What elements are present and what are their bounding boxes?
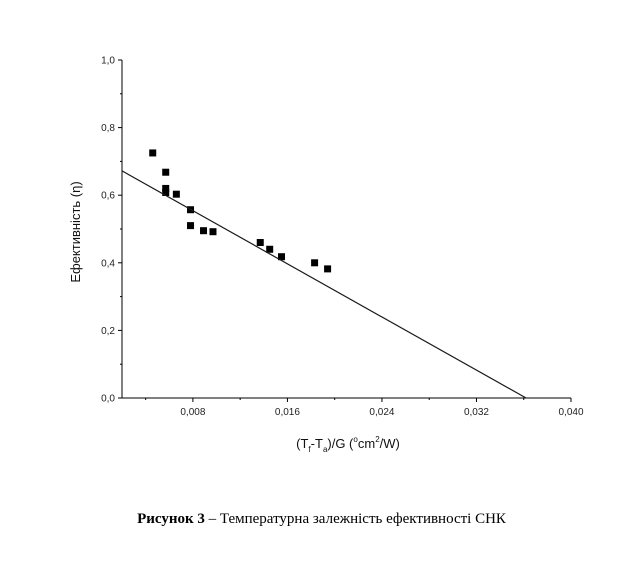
x-tick-label: 0,040 bbox=[558, 407, 583, 418]
data-point bbox=[149, 149, 157, 157]
x-axis-title-part: f bbox=[308, 445, 311, 454]
y-tick-label: 0,0 bbox=[101, 394, 115, 405]
x-tick-label: 0,008 bbox=[180, 407, 205, 418]
x-tick-label: 0,016 bbox=[275, 407, 300, 418]
data-marks bbox=[121, 149, 527, 399]
x-axis: 0,008 0,016 0,024 0,032 0,040 bbox=[145, 398, 584, 418]
data-point bbox=[162, 168, 170, 176]
data-point bbox=[162, 184, 170, 192]
y-tick-label: 0,8 bbox=[101, 123, 115, 134]
y-tick-label: 0,2 bbox=[101, 326, 115, 337]
x-axis-title-part: a bbox=[323, 445, 328, 454]
x-axis-title-part: )/G ( bbox=[327, 436, 354, 451]
x-axis-title-part: cm bbox=[358, 436, 375, 451]
x-axis-title-part: o bbox=[353, 435, 358, 444]
data-point bbox=[324, 265, 332, 273]
data-point bbox=[311, 259, 319, 267]
figure-caption: Рисунок 3 – Температурна залежність ефек… bbox=[0, 511, 643, 528]
y-tick-label: 0,4 bbox=[101, 258, 115, 269]
y-tick-label: 0,6 bbox=[101, 191, 115, 202]
x-axis-title-part: -T bbox=[311, 436, 323, 451]
x-axis-title-part: (T bbox=[296, 436, 308, 451]
x-axis-title: (Tf-Ta)/G (ocm2/W) bbox=[296, 435, 400, 454]
y-axis: 0,0 0,2 0,4 0,6 0,8 1,0 bbox=[101, 56, 122, 405]
data-point bbox=[256, 239, 264, 247]
data-point bbox=[266, 245, 274, 253]
data-point bbox=[162, 188, 170, 196]
x-tick-label: 0,032 bbox=[464, 407, 489, 418]
fit-line bbox=[121, 170, 527, 399]
data-point bbox=[209, 228, 217, 236]
y-tick-label: 1,0 bbox=[101, 56, 115, 67]
data-point bbox=[172, 190, 180, 198]
y-axis-title: Ефективність (η) bbox=[68, 181, 83, 282]
x-axis-title-part: /W) bbox=[380, 436, 400, 451]
caption-label: Рисунок 3 bbox=[137, 511, 205, 527]
data-point bbox=[187, 222, 195, 230]
caption-text: – Температурна залежність ефективності С… bbox=[204, 511, 506, 527]
x-axis-title-part: 2 bbox=[375, 435, 380, 444]
x-tick-label: 0,024 bbox=[369, 407, 394, 418]
data-point bbox=[278, 253, 286, 261]
data-point bbox=[200, 227, 208, 235]
